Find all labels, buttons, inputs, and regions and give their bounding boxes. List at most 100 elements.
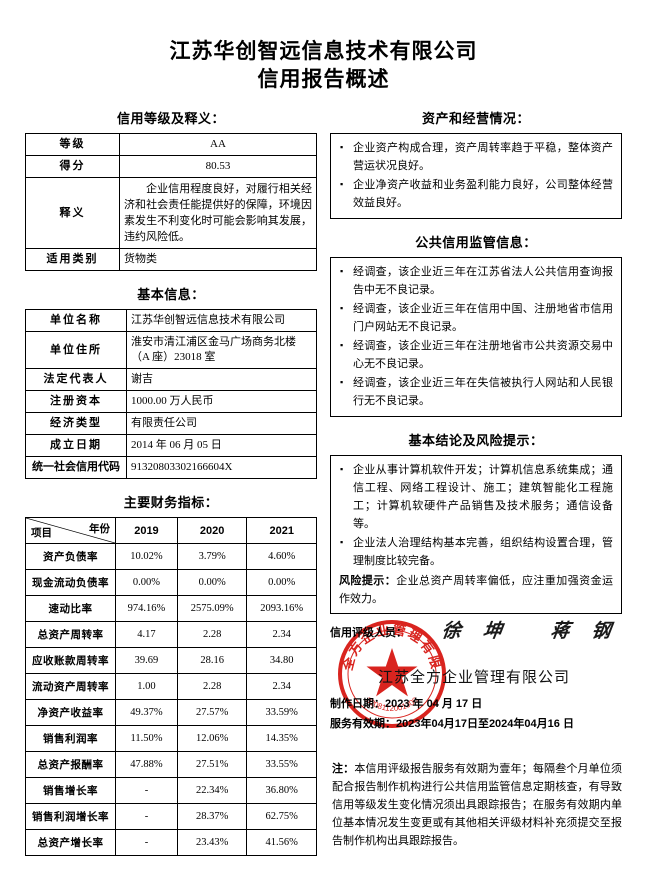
- financial-value-0-0: 10.02%: [115, 543, 178, 570]
- table-row: 注册资本 1000.00 万人民币: [25, 390, 317, 413]
- financial-value-6-1: 27.57%: [176, 699, 248, 726]
- company-name-value: 江苏华创智远信息技术有限公司: [126, 309, 317, 332]
- conclusion-box: 企业从事计算机软件开发；计算机信息系统集成；通信工程、网络工程设计、施工；建筑智…: [330, 455, 622, 614]
- conclusion-heading: 基本结论及风险提示：: [408, 433, 544, 448]
- financial-value-6-0: 49.37%: [115, 699, 178, 726]
- issuing-organization-name: 江苏全方企业管理有限公司: [378, 669, 571, 686]
- rating-meaning-value: 企业信用程度良好，对履行相关经济和社会责任能提供好的保障，环境因素发生不利变化时…: [119, 177, 317, 249]
- supervision-bullet-0: 经调查，该企业近三年在江苏省法人公共信用查询报告中无不良记录。: [339, 262, 613, 299]
- table-row: 总资产周转率 4.17 2.28 2.34: [25, 621, 317, 648]
- rating-meaning-text: 企业信用程度良好，对履行相关经济和社会责任能提供好的保障，环境因素发生不利变化时…: [124, 183, 312, 243]
- assets-bullet-0: 企业资产构成合理，资产周转率趋于平稳，整体资产营运状况良好。: [339, 138, 613, 175]
- signature-block: 江苏全方企业管理有限公司 3208112001308 信用评级人员： 徐坤 蒋钢…: [330, 618, 634, 744]
- rating-category-label: 适用类别: [25, 248, 120, 271]
- economic-type-value: 有限责任公司: [126, 412, 317, 435]
- create-date-label: 制作日期：: [330, 698, 385, 710]
- financial-value-11-0: -: [115, 829, 178, 856]
- table-row: 速动比率 974.16% 2575.09% 2093.16%: [25, 595, 317, 622]
- table-row: 经济类型 有限责任公司: [25, 412, 317, 435]
- credit-code-label: 统一社会信用代码: [25, 456, 127, 479]
- financial-indicators-table: 年份 项目 2019 2020 2021 资产负债率 10.02% 3.79% …: [25, 517, 317, 856]
- credit-rating-table: 等级 AA 得分 80.53 释义 企业信用程度良好，对履行相关经济和社会责任能…: [25, 133, 317, 271]
- economic-type-label: 经济类型: [25, 412, 127, 435]
- table-row: 等级 AA: [25, 133, 317, 156]
- financial-value-7-1: 12.06%: [176, 725, 248, 752]
- financial-value-10-0: -: [115, 803, 178, 830]
- supervision-bullet-3: 经调查，该企业近三年在失信被执行人网站和人民银行无不良记录。: [339, 373, 613, 410]
- table-row: 销售利润增长率 - 28.37% 62.75%: [25, 803, 317, 830]
- financial-value-4-1: 28.16: [176, 647, 248, 674]
- financial-value-8-2: 33.55%: [246, 751, 317, 778]
- financial-value-9-0: -: [115, 777, 178, 804]
- corner-year-label: 年份: [89, 523, 110, 535]
- financial-value-1-0: 0.00%: [115, 569, 178, 596]
- financial-value-7-0: 11.50%: [115, 725, 178, 752]
- registered-capital-label: 注册资本: [25, 390, 127, 413]
- financial-value-3-1: 2.28: [176, 621, 248, 648]
- content-columns: 信用等级及释义： 等级 AA 得分 80.53 释义 企业信用程度良好，对履行相…: [0, 94, 647, 856]
- financial-value-5-1: 2.28: [176, 673, 248, 700]
- financial-item-4: 应收账款周转率: [25, 647, 116, 674]
- financial-value-11-1: 23.43%: [176, 829, 248, 856]
- footer-note-text: 本信用评级报告服务有效期为壹年；每隔叁个月单位须配合报告制作机构进行公共信用监管…: [332, 763, 623, 847]
- financial-value-6-2: 33.59%: [246, 699, 317, 726]
- signature-row: 信用评级人员： 徐坤 蒋钢: [330, 621, 634, 644]
- financial-item-2: 速动比率: [25, 595, 116, 622]
- financial-corner-cell: 年份 项目: [25, 517, 116, 544]
- financial-value-2-2: 2093.16%: [246, 595, 317, 622]
- registered-capital-value: 1000.00 万人民币: [126, 390, 317, 413]
- credit-code-value: 91320803302166604X: [126, 456, 317, 479]
- assets-bullet-1: 企业净资产收益和业务盈利能力良好，公司整体经营效益良好。: [339, 175, 613, 212]
- service-period-label: 服务有效期：: [330, 718, 396, 730]
- service-period-value: 2023年04月17日至2024年04月16 日: [396, 718, 574, 730]
- table-row: 单位名称 江苏华创智远信息技术有限公司: [25, 309, 317, 332]
- established-date-label: 成立日期: [25, 434, 127, 457]
- financial-item-1: 现金流动负债率: [25, 569, 116, 596]
- legal-rep-value: 谢吉: [126, 368, 317, 391]
- financial-value-4-0: 39.69: [115, 647, 178, 674]
- rating-score-label: 得分: [25, 155, 120, 178]
- established-date-value: 2014 年 06 月 05 日: [126, 434, 317, 457]
- rating-meaning-label: 释义: [25, 177, 120, 249]
- financial-item-10: 销售利润增长率: [25, 803, 116, 830]
- company-name-label: 单位名称: [25, 309, 127, 332]
- table-row: 净资产收益率 49.37% 27.57% 33.59%: [25, 699, 317, 726]
- financial-value-0-1: 3.79%: [176, 543, 248, 570]
- title-line-1: 江苏华创智远信息技术有限公司: [169, 40, 478, 63]
- table-row: 流动资产周转率 1.00 2.28 2.34: [25, 673, 317, 700]
- conclusion-bullet-1: 企业法人治理结构基本完善，组织结构设置合理，管理制度比较完备。: [339, 533, 613, 570]
- create-date-row: 制作日期：2023 年 04 月 17 日: [330, 695, 622, 711]
- rating-grade-label: 等级: [25, 133, 120, 156]
- right-column: 资产和经营情况： 企业资产构成合理，资产周转率趋于平稳，整体资产营运状况良好。 …: [330, 108, 634, 850]
- risk-warning-text: 企业总资产周转率偏低，应注重加强资金运作效力。: [339, 575, 614, 605]
- financial-value-4-2: 34.80: [246, 647, 317, 674]
- conclusion-bullet-0: 企业从事计算机软件开发；计算机信息系统集成；通信工程、网络工程设计、施工；建筑智…: [339, 460, 613, 533]
- table-row: 统一社会信用代码 91320803302166604X: [25, 456, 317, 479]
- table-row: 总资产增长率 - 23.43% 41.56%: [25, 829, 317, 856]
- title-line-2: 信用报告概述: [257, 68, 390, 91]
- rating-category-value: 货物类: [119, 248, 317, 271]
- financial-item-0: 资产负债率: [25, 543, 116, 570]
- credit-rating-heading: 信用等级及释义：: [116, 111, 225, 126]
- risk-warning: 风险提示：企业总资产周转率偏低，应注重加强资金运作效力。: [339, 572, 613, 608]
- financial-value-5-0: 1.00: [115, 673, 178, 700]
- table-row: 销售增长率 - 22.34% 36.80%: [25, 777, 317, 804]
- financial-value-10-2: 62.75%: [246, 803, 317, 830]
- diagonal-line-icon: [26, 518, 115, 543]
- table-row: 资产负债率 10.02% 3.79% 4.60%: [25, 543, 317, 570]
- signature-names: 徐坤 蒋钢: [440, 621, 634, 642]
- financial-item-11: 总资产增长率: [25, 829, 116, 856]
- assets-box: 企业资产构成合理，资产周转率趋于平稳，整体资产营运状况良好。 企业净资产收益和业…: [330, 133, 622, 219]
- table-row: 应收账款周转率 39.69 28.16 34.80: [25, 647, 317, 674]
- rating-grade-value: AA: [119, 133, 317, 156]
- assets-heading: 资产和经营情况：: [421, 111, 530, 126]
- table-row: 适用类别 货物类: [25, 248, 317, 271]
- financial-item-7: 销售利润率: [25, 725, 116, 752]
- legal-rep-label: 法定代表人: [25, 368, 127, 391]
- left-column: 信用等级及释义： 等级 AA 得分 80.53 释义 企业信用程度良好，对履行相…: [25, 108, 317, 856]
- table-row: 销售利润率 11.50% 12.06% 14.35%: [25, 725, 317, 752]
- corner-item-label: 项目: [31, 527, 52, 539]
- financial-value-8-1: 27.51%: [176, 751, 248, 778]
- signature-label: 信用评级人员：: [330, 627, 407, 639]
